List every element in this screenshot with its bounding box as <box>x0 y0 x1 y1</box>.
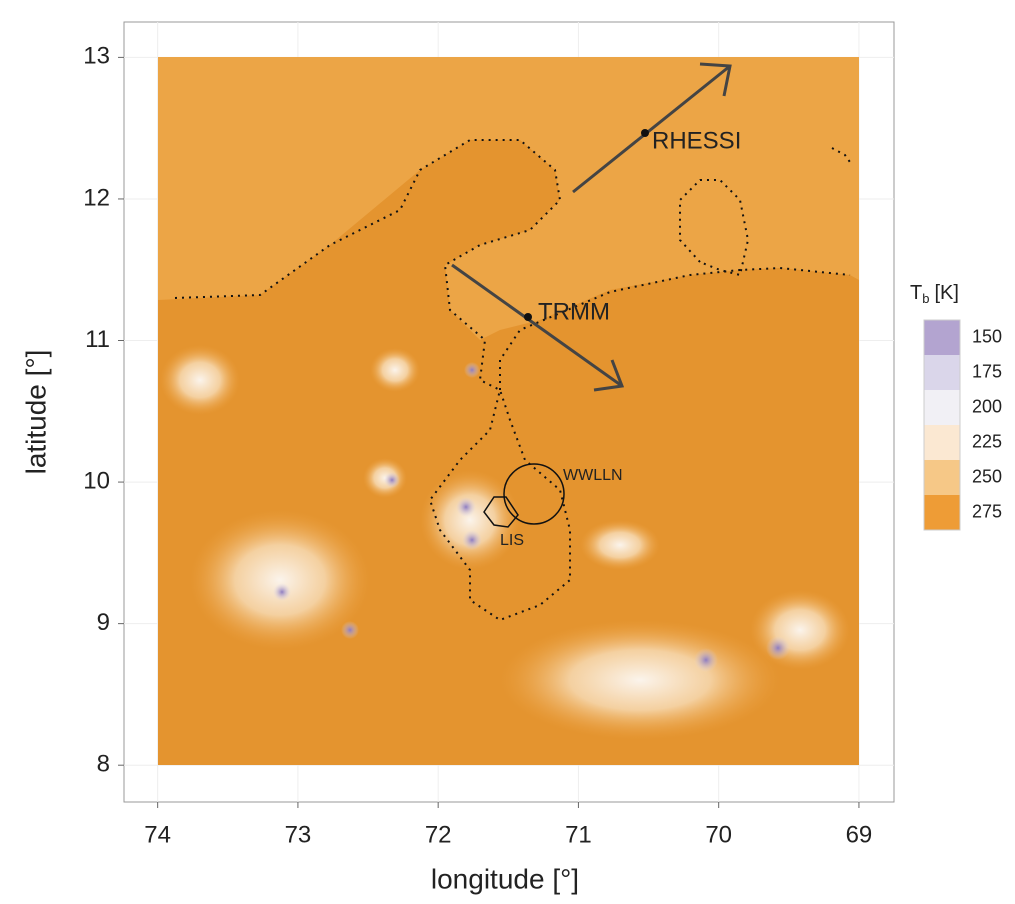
y-tick-label: 10 <box>83 467 110 494</box>
cloud-blob <box>420 470 520 570</box>
wwlln-circle <box>503 463 565 525</box>
x-axis-label: longitude [°] <box>431 863 579 894</box>
legend-swatch <box>924 320 960 355</box>
legend-label: 275 <box>972 501 1002 521</box>
trmm-arrow <box>451 263 625 392</box>
annotation: WWLLN <box>563 467 623 484</box>
x-tick-label: 74 <box>144 821 171 848</box>
x-tick-label: 69 <box>846 821 873 848</box>
x-tick-label: 71 <box>565 821 592 848</box>
cloud-blob <box>500 620 780 740</box>
cold-spot <box>464 362 480 378</box>
legend-swatch <box>924 355 960 390</box>
y-tick-label: 8 <box>97 751 110 778</box>
brightness-field <box>158 57 859 765</box>
contour-line <box>831 147 853 166</box>
legend-swatch <box>924 425 960 460</box>
cold-spot <box>694 648 718 672</box>
legend-title: Tb [K] <box>910 282 959 306</box>
cold-spot <box>766 636 790 660</box>
x-tick-label: 72 <box>425 821 452 848</box>
cold-spot <box>341 621 359 639</box>
cold-spot <box>273 583 291 601</box>
annotation: RHESSI <box>652 127 741 154</box>
cold-spot <box>384 472 400 488</box>
legend-swatch <box>924 460 960 495</box>
y-tick-label: 9 <box>97 609 110 636</box>
cold-spot <box>456 497 476 517</box>
annotation: TRMM <box>538 298 610 325</box>
contours <box>174 139 853 622</box>
y-tick-label: 12 <box>83 184 110 211</box>
legend-label: 150 <box>972 326 1002 346</box>
y-axis-label: latitude [°] <box>20 350 51 475</box>
cloud-blob <box>370 348 420 392</box>
rhessi-arrow <box>572 62 732 194</box>
legend-frame <box>923 319 961 531</box>
trmm-point <box>524 313 532 321</box>
lis-outline <box>483 496 519 528</box>
legend-label: 250 <box>972 466 1002 486</box>
cloud-blob <box>190 510 370 650</box>
annotation: LIS <box>500 532 524 549</box>
arrows <box>451 62 732 392</box>
rhessi-point <box>641 129 649 137</box>
legend-label: 225 <box>972 431 1002 451</box>
legend-swatch <box>924 390 960 425</box>
legend-swatch <box>924 495 960 530</box>
cloud-blob <box>750 590 850 670</box>
legend-label: 175 <box>972 361 1002 381</box>
x-tick-label: 73 <box>285 821 312 848</box>
cloud-blob <box>580 520 660 570</box>
contour-line <box>174 139 851 622</box>
cloud-blob <box>160 345 240 415</box>
contour-line <box>679 179 750 277</box>
x-tick-label: 70 <box>705 821 732 848</box>
cold-spot <box>462 530 482 550</box>
y-tick-label: 13 <box>83 43 110 70</box>
y-tick-label: 11 <box>85 326 110 353</box>
legend-label: 200 <box>972 396 1002 416</box>
